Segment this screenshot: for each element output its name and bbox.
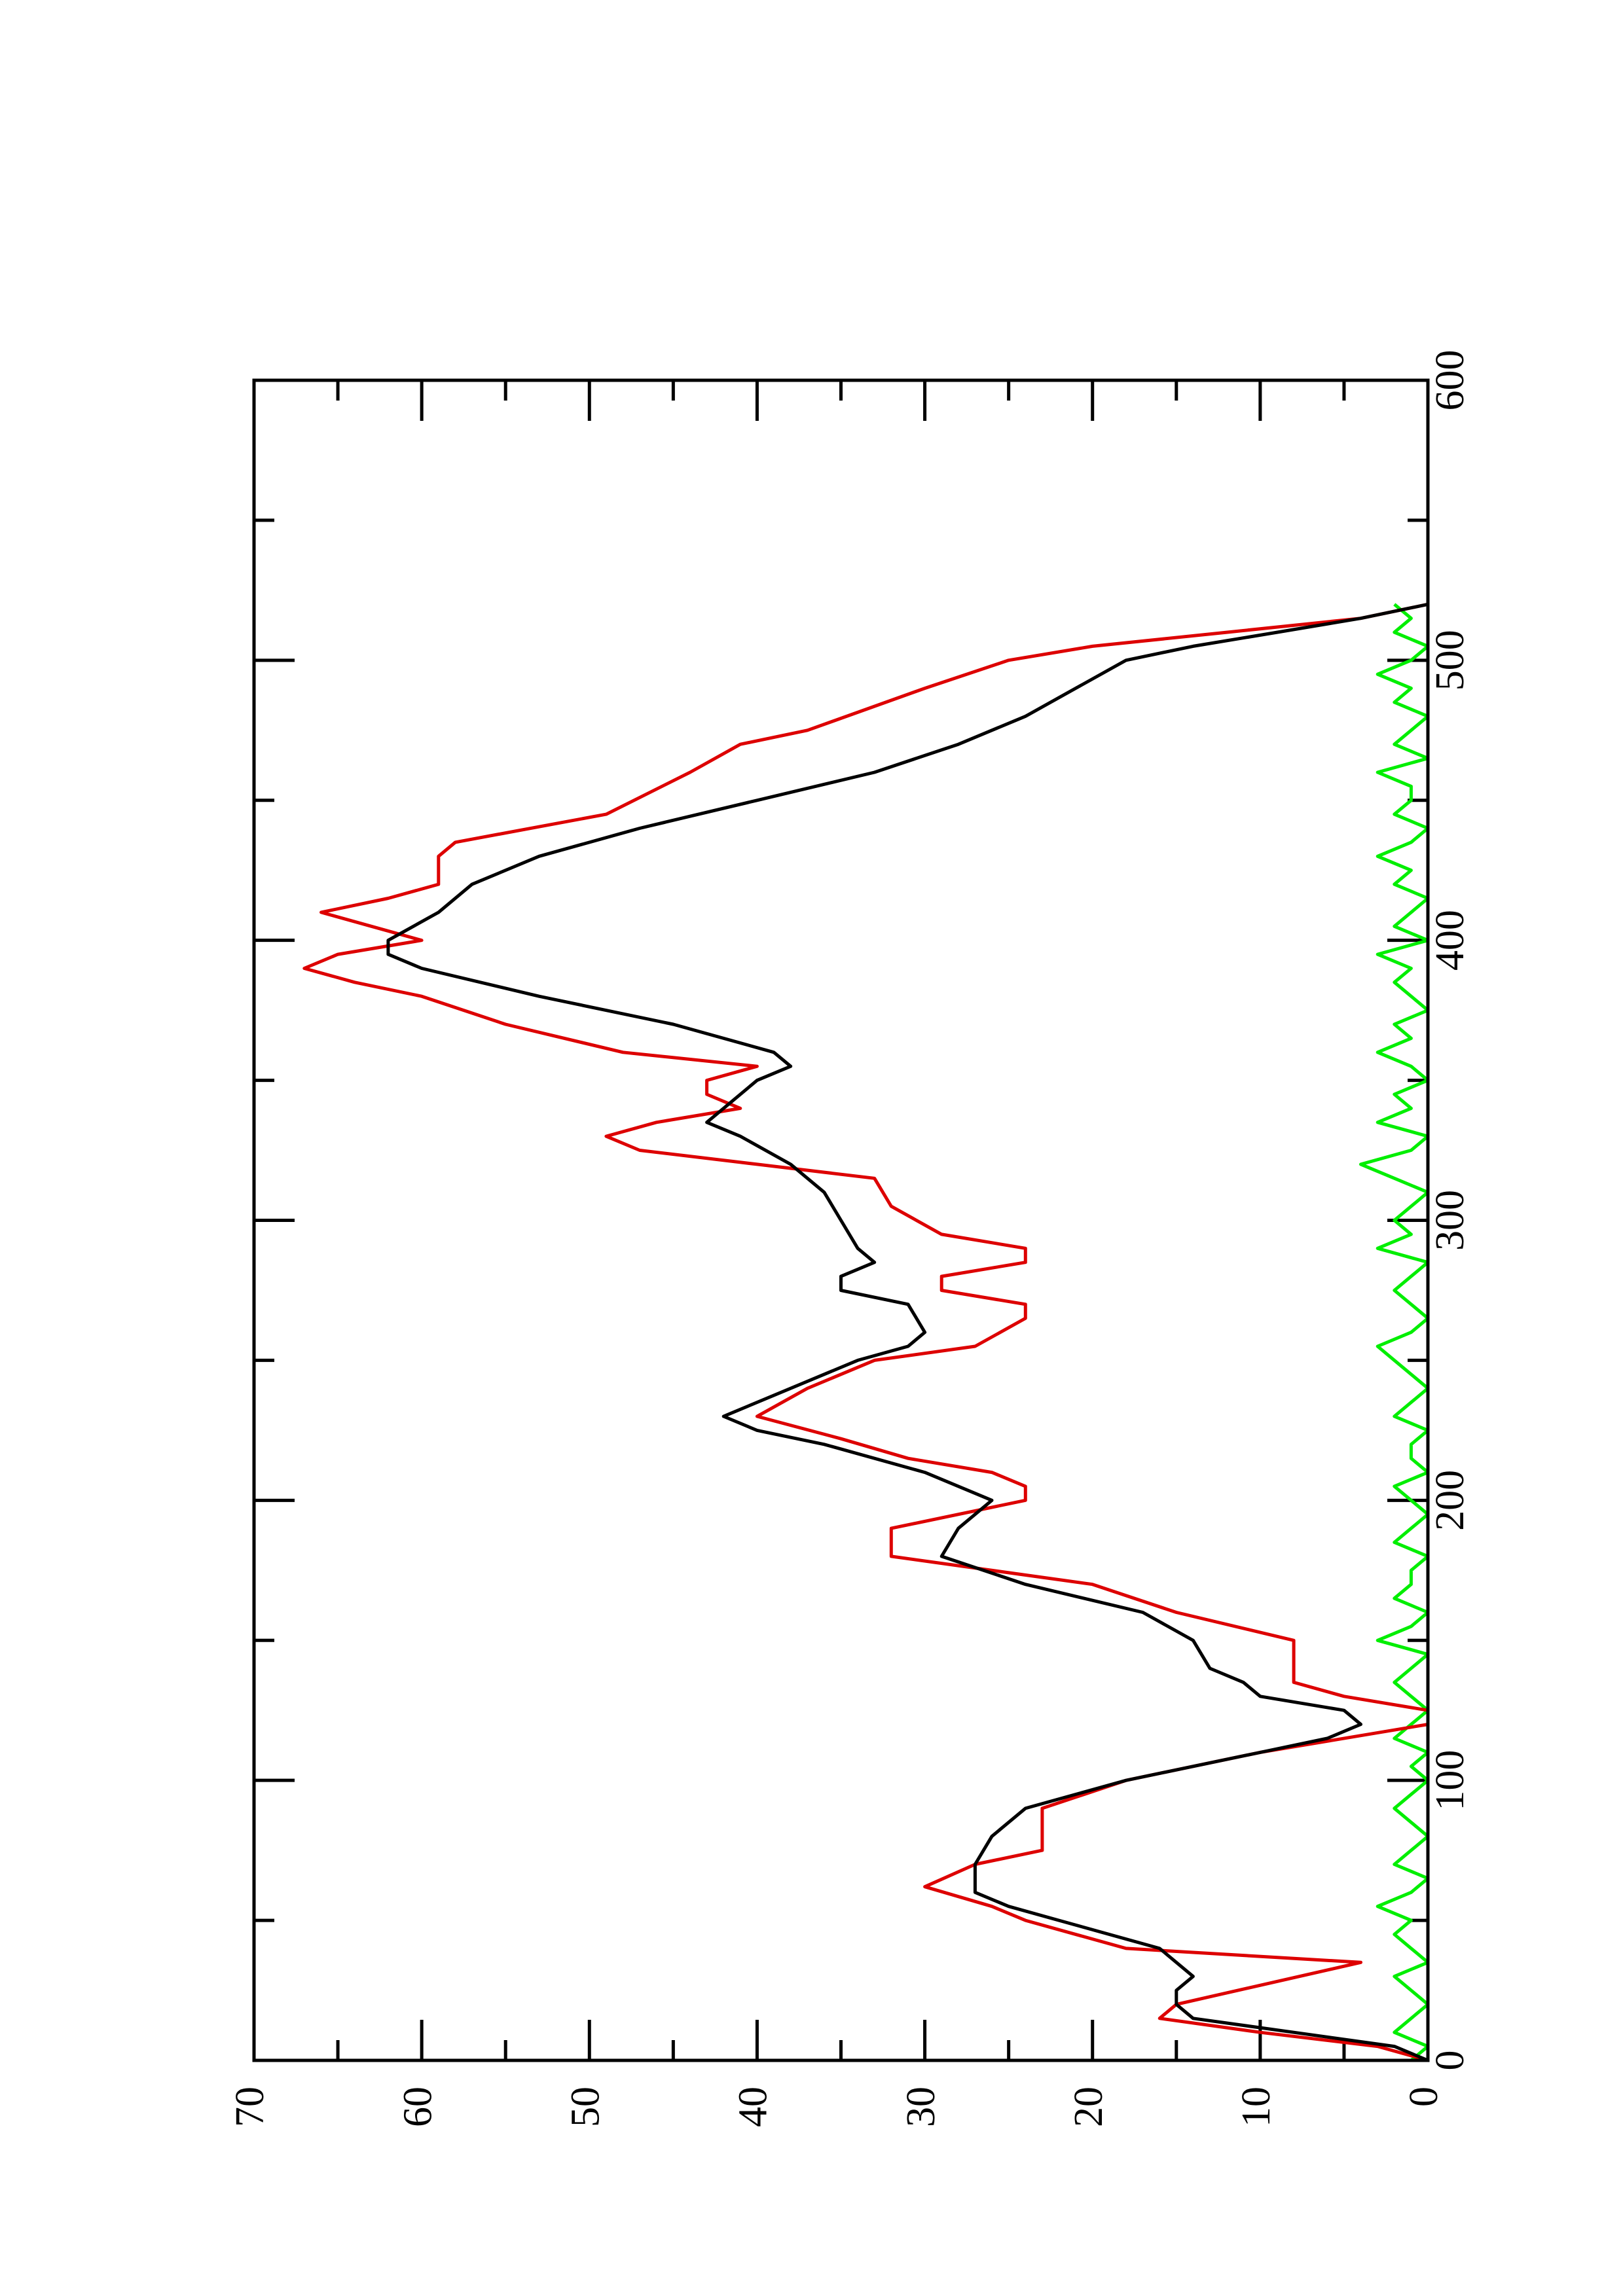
- y-tick-label: 20: [1067, 2087, 1111, 2127]
- x-tick-label: 0: [1428, 2051, 1472, 2071]
- x-tick-label: 600: [1428, 350, 1472, 411]
- y-tick-label: 70: [228, 2087, 272, 2127]
- x-tick-label: 500: [1428, 630, 1472, 691]
- series-line: [302, 602, 1430, 2062]
- x-tick-label: 200: [1428, 1470, 1472, 1531]
- plot-frame: [252, 378, 1430, 2062]
- x-tick-label: 300: [1428, 1190, 1472, 1251]
- y-tick-label: 40: [731, 2087, 776, 2127]
- x-tick-label: 100: [1428, 1750, 1472, 1811]
- y-tick-label: 50: [564, 2087, 608, 2127]
- x-tick-label: 400: [1428, 910, 1472, 971]
- y-tick-label: 10: [1234, 2087, 1279, 2127]
- y-tick-label: 60: [395, 2087, 440, 2127]
- series-line: [1359, 603, 1430, 2062]
- y-tick-label: 30: [899, 2087, 943, 2127]
- y-tick-label: 0: [1402, 2087, 1446, 2107]
- series-line: [386, 602, 1429, 2062]
